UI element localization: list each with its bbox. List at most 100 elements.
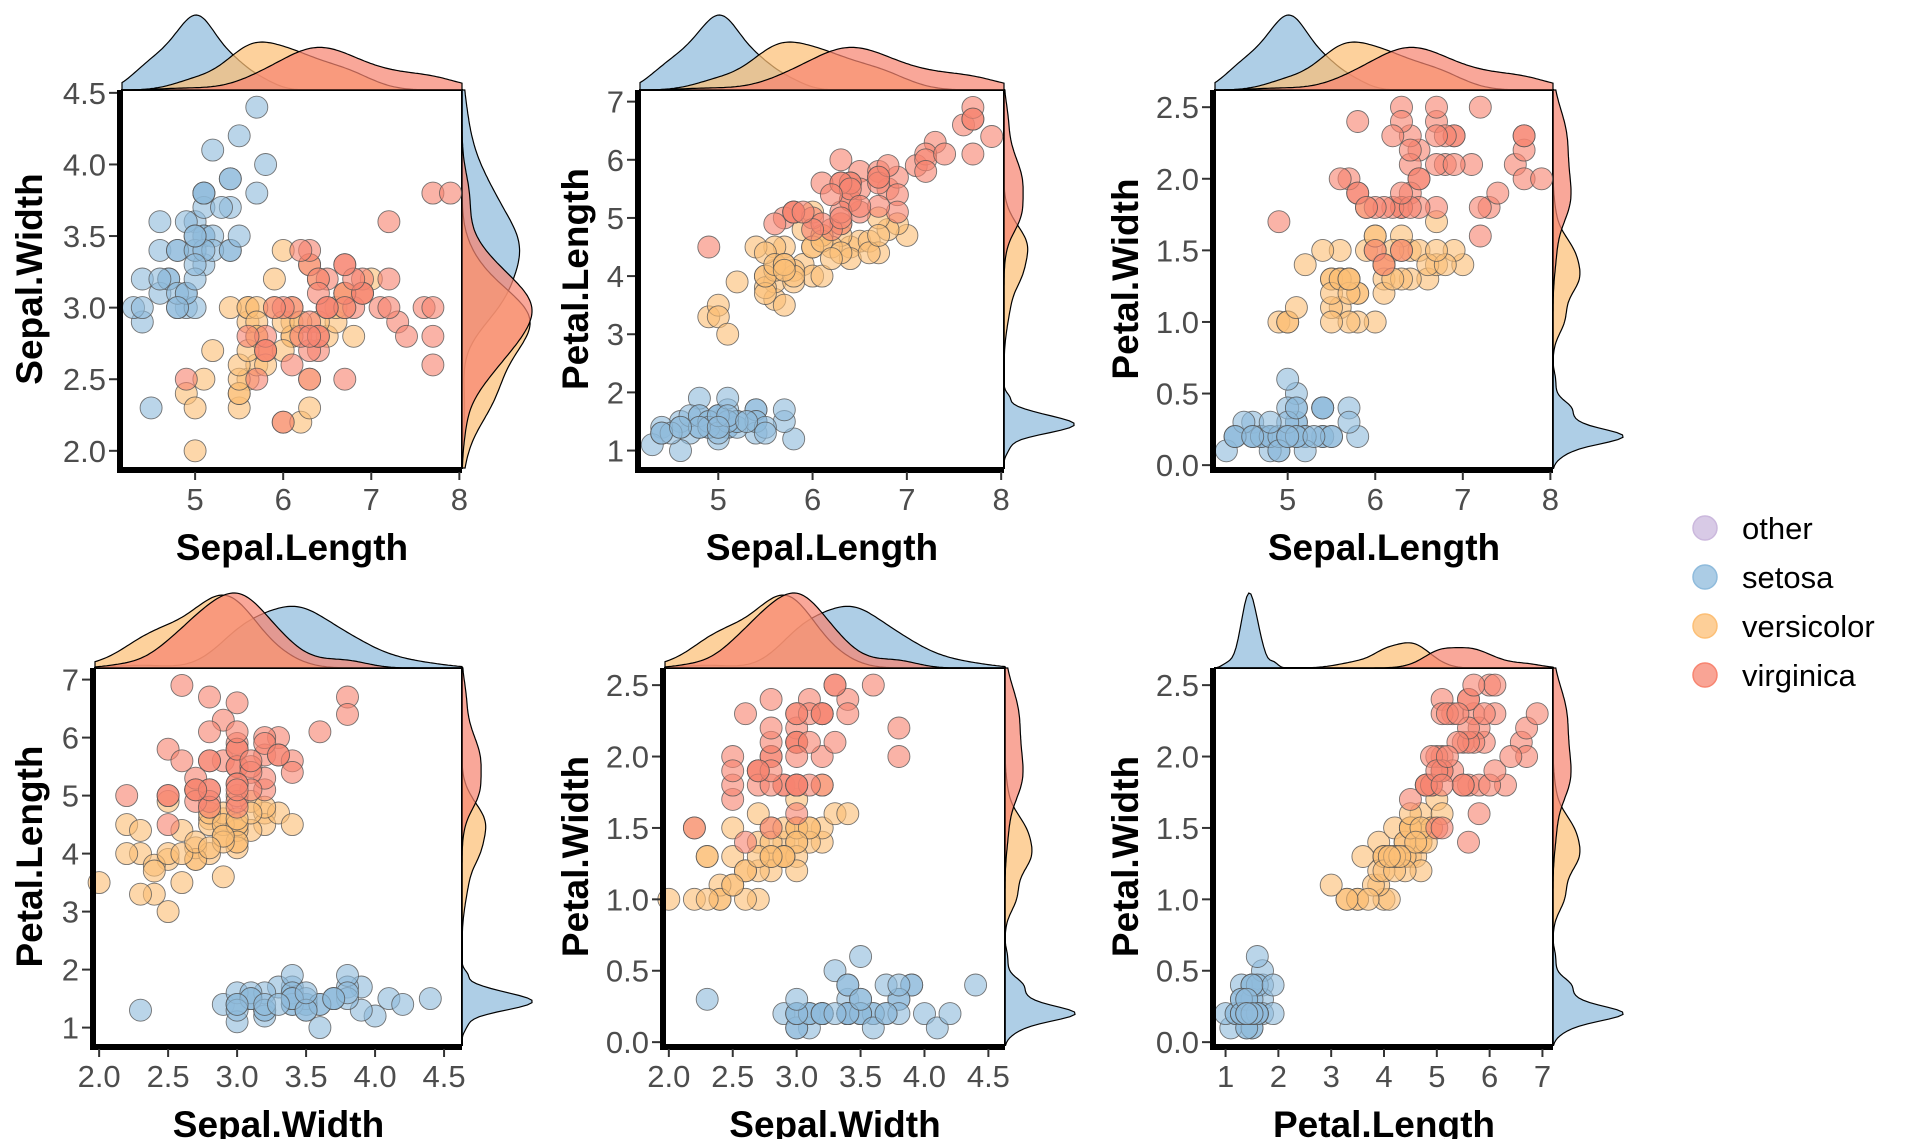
point-virginica-48 (848, 194, 872, 218)
points (657, 673, 988, 1040)
point-virginica-36 (421, 296, 445, 320)
x-tick-label: 6 (1367, 482, 1384, 517)
legend: other setosa versicolor virginica (1692, 511, 1875, 693)
point-versicolor-49 (721, 873, 745, 897)
point-versicolor-50 (772, 258, 796, 282)
point-virginica-10 (861, 673, 885, 697)
point-virginica-19 (1525, 702, 1549, 726)
point-virginica-7 (174, 367, 198, 391)
point-versicolor-49 (156, 900, 180, 924)
legend-item-versicolor: versicolor (1692, 609, 1875, 644)
x-tick-label: 8 (451, 482, 468, 517)
point-virginica-30 (785, 802, 809, 826)
point-virginica-50 (1355, 195, 1378, 219)
point-versicolor-32 (1356, 887, 1380, 911)
x-tick-label: 2.0 (78, 1059, 121, 1094)
y-tick-label: 2.5 (606, 668, 649, 703)
point-setosa-44 (183, 224, 207, 248)
point-virginica-15 (1346, 110, 1370, 133)
y-axis-title: Petal.Width (1105, 178, 1146, 379)
point-virginica-34 (298, 324, 322, 348)
point-virginica-9 (333, 367, 357, 391)
point-virginica-43 (254, 339, 278, 363)
x-tick-label: 8 (993, 482, 1010, 517)
point-setosa-19 (772, 398, 796, 422)
x-tick-label: 2 (1270, 1059, 1287, 1094)
y-tick-label: 6 (62, 721, 79, 756)
point-versicolor-10 (1293, 253, 1317, 277)
legend-key-setosa (1692, 564, 1718, 590)
point-versicolor-32 (1320, 310, 1343, 334)
x-tick-label: 3.0 (216, 1059, 259, 1094)
point-virginica-48 (1407, 167, 1431, 191)
point-versicolor-50 (1377, 845, 1401, 868)
point-virginica-50 (1430, 773, 1454, 797)
point-setosa-19 (1337, 410, 1361, 434)
point-versicolor-49 (1319, 873, 1343, 897)
point-virginica-20 (682, 816, 706, 840)
right-density-virginica (1003, 89, 1024, 468)
point-virginica-10 (1483, 673, 1507, 697)
point-virginica-1 (829, 148, 853, 172)
point-virginica-49 (836, 702, 860, 726)
point-virginica-48 (315, 296, 339, 320)
legend-label-setosa: setosa (1742, 560, 1834, 595)
top-density-virginica (121, 46, 463, 91)
y-tick-label: 3 (62, 895, 79, 930)
point-setosa-23 (308, 1016, 332, 1040)
point-versicolor-36 (280, 813, 304, 837)
point-setosa-48 (1241, 425, 1265, 448)
point-virginica-40 (1442, 153, 1466, 176)
x-tick-label: 5 (710, 482, 727, 517)
y-tick-label: 1.5 (1156, 811, 1199, 846)
point-setosa-44 (1245, 945, 1269, 968)
point-virginica-36 (961, 142, 985, 166)
y-tick-label: 4.0 (63, 147, 106, 182)
point-virginica-31 (395, 324, 418, 348)
x-axis-title: Sepal.Width (729, 1104, 940, 1139)
point-virginica-50 (225, 778, 249, 802)
point-setosa-39 (130, 296, 154, 320)
point-virginica-31 (1486, 181, 1510, 205)
point-virginica-48 (785, 745, 809, 768)
point-virginica-45 (1425, 95, 1448, 119)
x-tick-label: 4.5 (423, 1059, 466, 1094)
point-versicolor-10 (201, 339, 225, 363)
point-virginica-32 (439, 181, 462, 205)
point-setosa-50 (1276, 425, 1300, 448)
point-virginica-43 (746, 759, 770, 783)
point-setosa-49 (210, 195, 233, 219)
point-setosa-50 (706, 415, 730, 439)
y-tick-label: 3.0 (63, 291, 106, 326)
points (1214, 95, 1554, 463)
point-virginica-26 (1468, 195, 1492, 219)
point-virginica-36 (225, 720, 249, 744)
point-virginica-31 (198, 720, 221, 744)
point-virginica-10 (1468, 95, 1492, 119)
y-tick-label: 2.5 (63, 362, 106, 397)
point-setosa-47 (192, 181, 216, 205)
x-tick-label: 5 (1428, 1059, 1445, 1094)
legend-item-virginica: virginica (1692, 658, 1856, 693)
x-tick-label: 4.0 (903, 1059, 946, 1094)
point-virginica-46 (1425, 124, 1448, 148)
point-virginica-25 (823, 730, 847, 754)
panel-3: 5 6 7 8 0.0 0.5 1.0 1.5 2.0 2.5 Sepal.Length Petal.… (1105, 14, 1624, 568)
y-tick-label: 2.0 (63, 434, 106, 469)
point-setosa-16 (245, 95, 269, 119)
point-setosa-49 (322, 987, 346, 1011)
panels: 5 6 7 8 2.0 2.5 3.0 3.5 4.0 4.5 Sepal.Length Sepal.… (9, 14, 1624, 1139)
point-versicolor-30 (170, 871, 194, 895)
panel-2: 5 6 7 8 1 2 3 4 5 6 7 Sepal.Length Petal.Length (555, 14, 1075, 568)
point-versicolor-50 (759, 845, 783, 868)
point-virginica-50 (262, 296, 286, 320)
point-setosa-48 (148, 267, 172, 291)
point-versicolor-44 (695, 887, 719, 911)
x-axis-title: Sepal.Width (173, 1104, 384, 1139)
point-virginica-38 (1451, 773, 1475, 797)
point-virginica-35 (1457, 830, 1480, 854)
point-versicolor-38 (298, 396, 322, 420)
point-virginica-45 (1462, 673, 1486, 697)
point-setosa-41 (849, 987, 873, 1011)
